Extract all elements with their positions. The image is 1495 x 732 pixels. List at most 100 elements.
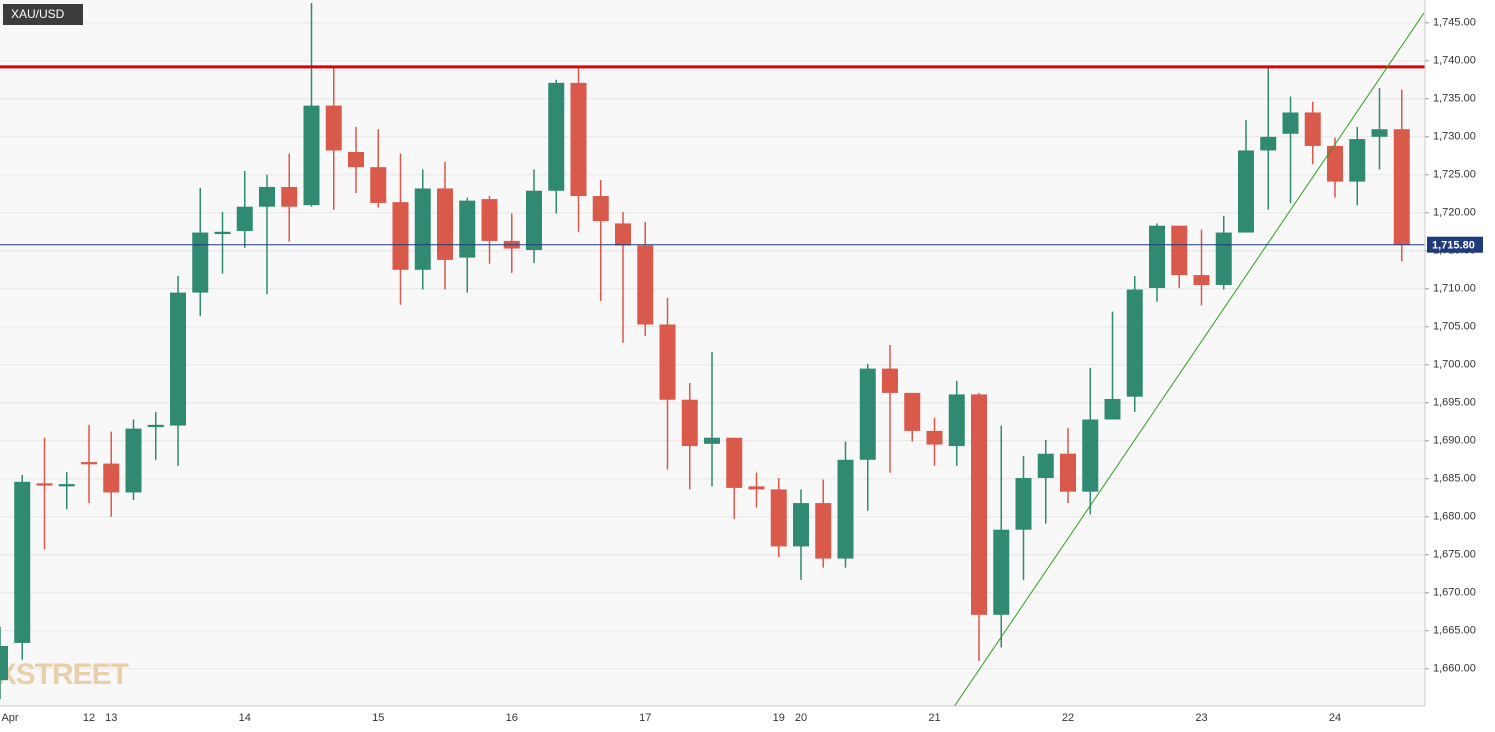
- grid: [0, 22, 1425, 670]
- candle-body: [392, 202, 409, 270]
- candle-body: [1282, 112, 1299, 134]
- candle-body: [1215, 232, 1232, 285]
- y-tick-label: 1,675.00: [1433, 549, 1476, 561]
- candle-body: [36, 483, 53, 486]
- last-price-label: 1,715.80: [1432, 240, 1475, 252]
- candle-body: [1149, 225, 1165, 289]
- candle-body: [1371, 129, 1388, 137]
- candle-body: [748, 486, 765, 490]
- trendline: [954, 12, 1425, 706]
- y-tick-label: 1,665.00: [1433, 625, 1476, 637]
- y-tick-label: 1,685.00: [1433, 473, 1476, 485]
- candle-body: [147, 424, 164, 428]
- candle-body: [1193, 275, 1210, 285]
- candle-body: [704, 437, 720, 444]
- chart-title: XAU/USD: [11, 7, 65, 21]
- candle-body: [1060, 453, 1076, 492]
- candle-body: [726, 437, 743, 488]
- candle-body: [681, 399, 698, 447]
- candle-body: [592, 196, 609, 222]
- title-box: [3, 4, 83, 25]
- candle-body: [259, 186, 275, 207]
- candle-body: [103, 463, 120, 493]
- candle-body: [548, 82, 565, 191]
- candle-body: [125, 428, 142, 493]
- candle-body: [325, 105, 342, 151]
- candle-body: [859, 368, 876, 460]
- candle-body: [281, 186, 298, 207]
- candle-body: [971, 394, 987, 615]
- x-tick-label: 13: [105, 712, 117, 724]
- candle-body: [14, 481, 31, 643]
- candle-body: [793, 503, 809, 547]
- candle-body: [1104, 398, 1121, 420]
- candle-body: [904, 392, 921, 431]
- x-tick-label: 12: [83, 712, 95, 724]
- candle-body: [1171, 225, 1188, 276]
- y-tick-label: 1,740.00: [1433, 55, 1476, 67]
- x-tick-label: 23: [1195, 712, 1207, 724]
- y-tick-label: 1,700.00: [1433, 359, 1476, 371]
- candle-body: [1260, 136, 1277, 151]
- candle-body: [214, 231, 231, 235]
- marks: [0, 3, 1425, 706]
- x-tick-label: 20: [795, 712, 807, 724]
- y-tick-label: 1,695.00: [1433, 397, 1476, 409]
- candle-body: [615, 223, 631, 246]
- y-tick-label: 1,690.00: [1433, 435, 1476, 447]
- x-tick-label: 14: [239, 712, 251, 724]
- candle-body: [837, 459, 854, 559]
- candle-body: [1349, 139, 1366, 182]
- y-tick-label: 1,660.00: [1433, 663, 1476, 675]
- candle-body: [1126, 289, 1143, 397]
- y-tick-label: 1,745.00: [1433, 17, 1476, 29]
- candle-body: [1393, 129, 1410, 245]
- candle-body: [481, 199, 498, 241]
- candle-body: [170, 292, 186, 426]
- last-price-tag: [1427, 236, 1483, 253]
- candle-body: [1037, 453, 1054, 479]
- y-tick-label: 1,730.00: [1433, 131, 1476, 143]
- candle-body: [459, 200, 476, 258]
- x-tick-label: 24: [1329, 712, 1341, 724]
- y-tick-label: 1,680.00: [1433, 511, 1476, 523]
- candle-body: [948, 394, 965, 447]
- y-tick-label: 1,670.00: [1433, 587, 1476, 599]
- candle-body: [882, 368, 898, 393]
- candle-body: [236, 206, 253, 232]
- candle-body: [0, 645, 8, 681]
- candle-body: [437, 188, 453, 260]
- y-tick-label: 1,710.00: [1433, 283, 1476, 295]
- candle-body: [414, 188, 431, 270]
- x-tick-label: Apr: [1, 712, 18, 724]
- x-tick-label: 19: [773, 712, 785, 724]
- candle-body: [570, 82, 587, 197]
- candle-body: [993, 529, 1010, 615]
- candle-body: [348, 151, 364, 168]
- candle-body: [1327, 145, 1343, 182]
- candle-body: [81, 462, 97, 465]
- x-tick-label: 16: [506, 712, 518, 724]
- candle-body: [637, 245, 654, 325]
- x-tick-label: 22: [1062, 712, 1074, 724]
- y-tick-label: 1,735.00: [1433, 93, 1476, 105]
- candle-body: [58, 484, 75, 487]
- candle-body: [770, 489, 787, 547]
- candle-body: [815, 503, 832, 559]
- x-tick-label: 21: [928, 712, 940, 724]
- y-tick-label: 1,725.00: [1433, 169, 1476, 181]
- y-tick-label: 1,705.00: [1433, 321, 1476, 333]
- candle-body: [1015, 478, 1032, 530]
- candle-body: [1082, 419, 1099, 492]
- candle-body: [1304, 112, 1321, 146]
- candle-body: [926, 430, 943, 445]
- candle-body: [303, 105, 320, 206]
- candle-body: [370, 167, 387, 203]
- x-tick-label: 15: [372, 712, 384, 724]
- candle-body: [659, 324, 676, 400]
- y-tick-label: 1,720.00: [1433, 207, 1476, 219]
- candle-body: [1238, 150, 1254, 233]
- watermark: FXSTREET: [0, 658, 129, 691]
- candle-body: [526, 190, 542, 251]
